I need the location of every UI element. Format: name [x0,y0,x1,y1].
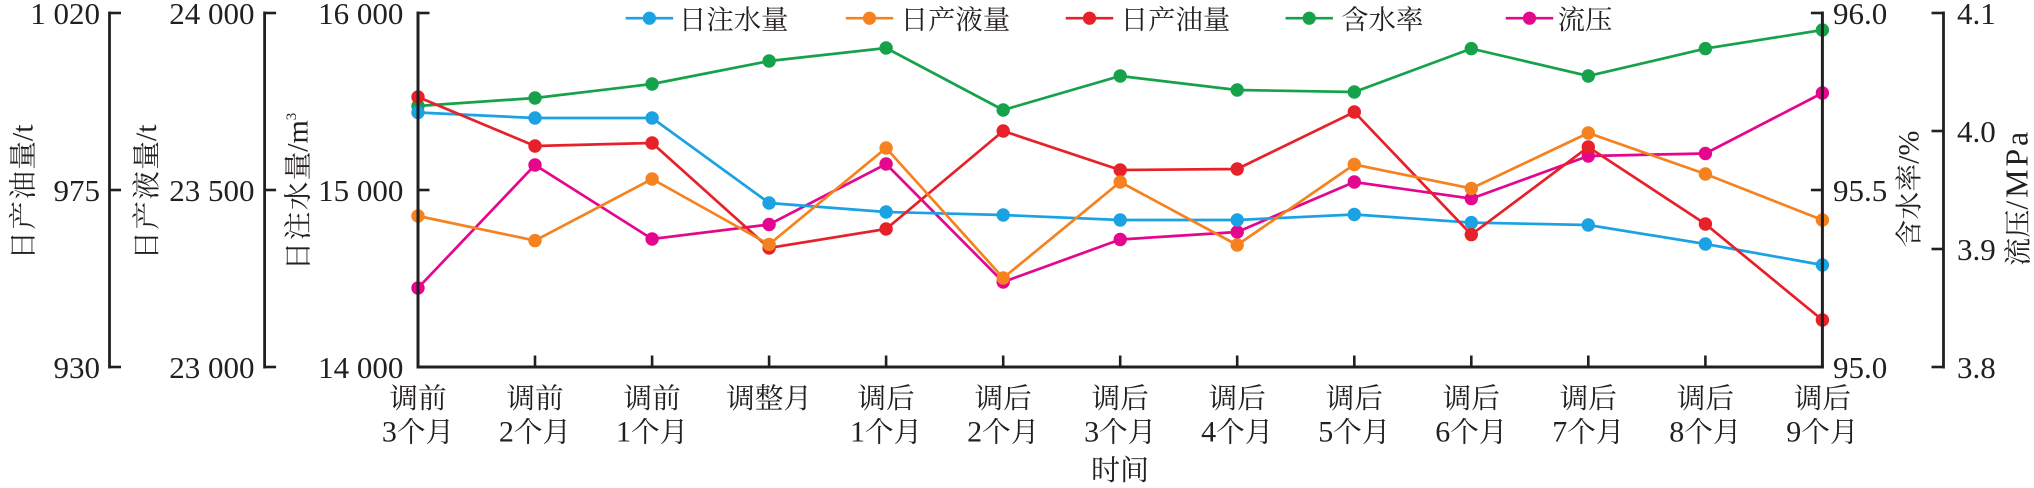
svg-text:930: 930 [54,350,101,385]
svg-text:96.0: 96.0 [1833,0,1887,31]
svg-text:16 000: 16 000 [318,0,403,31]
svg-text:4: 4 [1201,415,1216,448]
svg-text:/t: /t [6,124,39,141]
svg-text:3.9: 3.9 [1957,232,1996,267]
svg-text:3: 3 [382,415,397,448]
svg-text:/%: /% [1892,131,1925,164]
svg-text:3: 3 [1084,415,1099,448]
svg-text:975: 975 [54,173,101,208]
svg-text:7: 7 [1552,415,1567,448]
svg-text:4.1: 4.1 [1957,0,1996,31]
svg-text:/MPa: /MPa [1998,129,2034,210]
svg-text:5: 5 [1318,415,1333,448]
svg-text:6: 6 [1435,415,1450,448]
svg-text:/t: /t [130,124,163,141]
svg-text:1: 1 [616,415,631,448]
svg-text:23 500: 23 500 [169,173,254,208]
svg-text:2: 2 [967,415,982,448]
svg-text:3: 3 [284,113,300,121]
svg-text:95.5: 95.5 [1833,173,1887,208]
svg-text:14 000: 14 000 [318,350,403,385]
svg-text:3.8: 3.8 [1957,350,1996,385]
svg-text:95.0: 95.0 [1833,350,1887,385]
svg-text:9: 9 [1786,415,1801,448]
svg-text:1 020: 1 020 [30,0,100,31]
svg-text:15 000: 15 000 [318,173,403,208]
svg-text:24 000: 24 000 [169,0,254,31]
svg-text:8: 8 [1669,415,1684,448]
svg-text:23 000: 23 000 [169,350,254,385]
svg-text:4.0: 4.0 [1957,114,1996,149]
svg-text:/m: /m [281,120,314,152]
svg-text:1: 1 [850,415,865,448]
svg-text:2: 2 [499,415,514,448]
